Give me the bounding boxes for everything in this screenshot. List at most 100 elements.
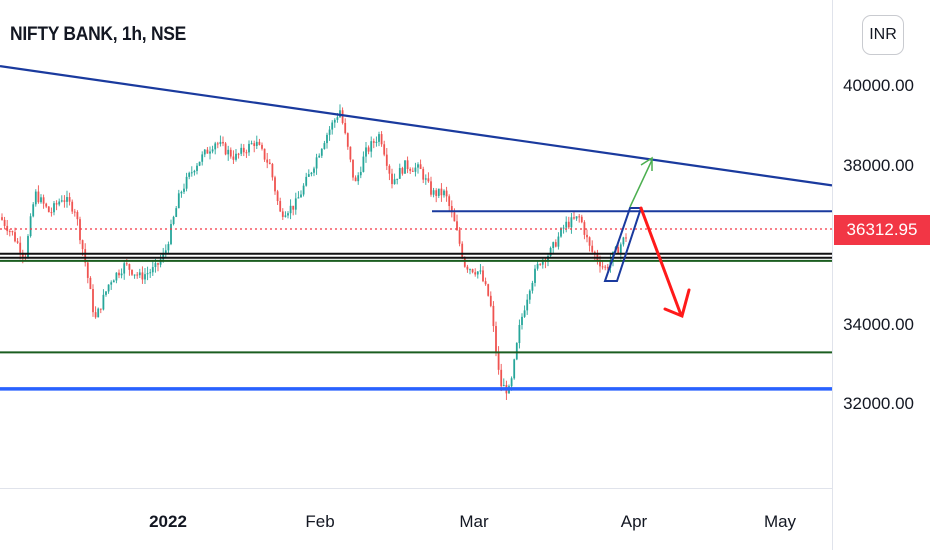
descending-resistance-line: [0, 65, 833, 187]
candle-body: [557, 236, 560, 247]
candle-body: [180, 191, 183, 194]
candle-body: [479, 270, 482, 272]
candle-body: [175, 208, 178, 217]
candle-body: [245, 152, 248, 154]
candle-body: [518, 324, 521, 344]
candle-body: [276, 191, 279, 202]
candle-body: [138, 272, 141, 276]
candle-body: [432, 190, 435, 195]
candle-body: [37, 191, 40, 203]
candle-body: [253, 143, 256, 146]
trendline-group: [0, 65, 833, 391]
candle-body: [255, 141, 258, 146]
candle-body: [232, 156, 235, 160]
candle-body: [560, 228, 562, 237]
candle-body: [339, 110, 341, 118]
candle-body: [380, 134, 383, 145]
candle-body: [50, 212, 53, 214]
candle-body: [55, 203, 58, 205]
candle-body: [89, 277, 92, 290]
candle-body: [422, 168, 425, 180]
candle-body: [500, 369, 503, 387]
candle-body: [307, 174, 310, 177]
candle-body: [102, 294, 105, 310]
candle-body: [523, 310, 526, 317]
candle-body: [242, 147, 245, 153]
candle-body: [151, 267, 154, 273]
candle-body: [521, 316, 523, 325]
candle-body: [281, 211, 284, 217]
candle-body: [6, 225, 9, 232]
candle-body: [107, 284, 110, 292]
candle-body: [450, 206, 453, 213]
candle-body: [567, 221, 570, 228]
candle-body: [383, 144, 386, 155]
candle-body: [146, 273, 149, 275]
candle-body: [388, 165, 391, 174]
candle-body: [86, 262, 89, 278]
candle-body: [190, 172, 193, 174]
candle-body: [424, 178, 427, 180]
price-tick-label: 38000.00: [843, 155, 914, 175]
candle-body: [297, 197, 300, 199]
candle-body: [120, 273, 123, 276]
price-tick-label: 34000.00: [843, 314, 914, 334]
candle-body: [591, 245, 594, 252]
candle-body: [458, 230, 461, 244]
candle-body: [318, 155, 321, 158]
candle-body: [211, 149, 214, 152]
candle-body: [315, 157, 318, 169]
candle-body: [302, 185, 305, 195]
candle-body: [164, 250, 167, 254]
candle-body: [354, 177, 357, 182]
candle-body: [375, 141, 378, 143]
candle-body: [133, 274, 136, 276]
candle-body: [201, 154, 204, 162]
candle-body: [170, 224, 172, 245]
candle-body: [58, 201, 61, 205]
candle-body: [393, 179, 396, 185]
currency-button[interactable]: INR: [862, 15, 904, 55]
candle-body: [188, 172, 191, 177]
candle-body: [440, 188, 443, 196]
chart-title: NIFTY BANK, 1h, NSE: [10, 24, 187, 45]
candle-body: [580, 216, 583, 223]
candle-body: [92, 289, 94, 313]
candle-body: [541, 259, 544, 265]
candle-body: [292, 205, 295, 210]
candle-body: [167, 244, 170, 251]
candle-body: [357, 175, 360, 182]
candle-body: [258, 141, 261, 145]
candle-body: [287, 213, 289, 216]
candle-body: [154, 263, 157, 268]
candle-body: [144, 274, 146, 280]
candle-body: [391, 173, 393, 185]
candle-body: [305, 176, 308, 186]
candle-body: [419, 164, 422, 169]
candle-body: [105, 291, 107, 295]
price-tick-label: 40000.00: [843, 76, 914, 95]
candle-body: [229, 149, 232, 157]
candle-body: [495, 326, 497, 353]
candle-body: [554, 242, 557, 247]
candle-body: [323, 143, 326, 149]
last-price-label: 36312.95: [834, 215, 930, 245]
candle-body: [531, 282, 534, 291]
candle-body: [266, 159, 269, 163]
candle-body: [417, 164, 419, 168]
candle-body: [115, 272, 118, 281]
candle-body: [53, 203, 55, 213]
candle-body: [492, 305, 495, 327]
candle-body: [528, 290, 531, 300]
candle-body: [352, 159, 354, 178]
candle-body: [261, 144, 263, 149]
candle-body: [536, 263, 539, 269]
candle-body: [463, 257, 466, 267]
candle-body: [484, 281, 487, 285]
candle-body: [172, 216, 175, 225]
price-tick-label: 32000.00: [843, 394, 914, 413]
candle-body: [489, 295, 492, 306]
candle-body: [583, 222, 586, 235]
candle-body: [279, 201, 282, 212]
